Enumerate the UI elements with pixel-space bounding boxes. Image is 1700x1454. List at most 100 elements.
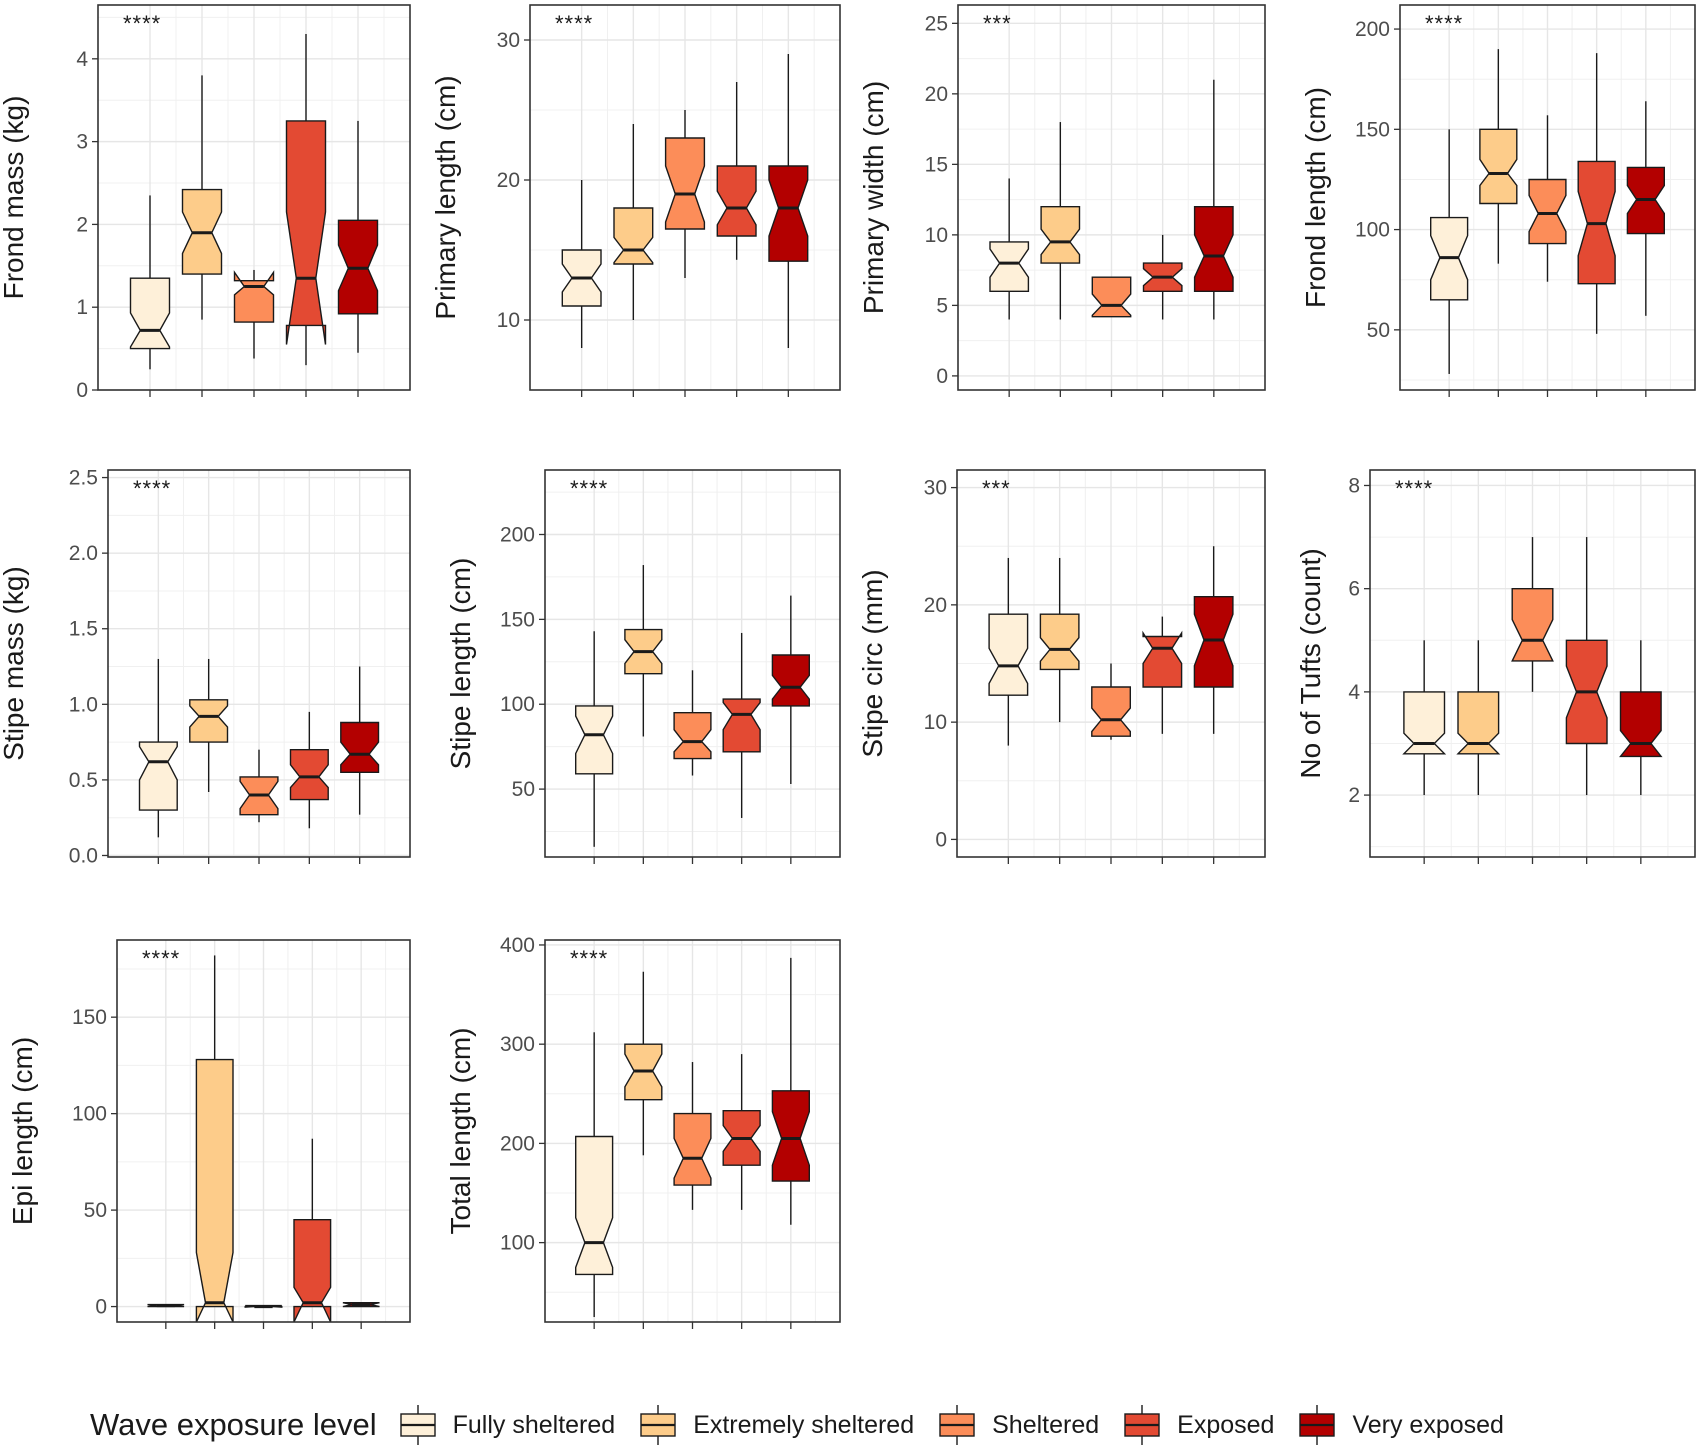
chart-svg: 0 10 20 30 Stipe circ (mm) *** (857, 469, 1266, 864)
y-tick-label: 2.5 (69, 467, 98, 490)
box-sheltered (233, 269, 275, 359)
y-axis-label: Frond length (cm) (1300, 87, 1331, 308)
box-fully-sheltered (138, 658, 178, 838)
box-body (673, 1112, 712, 1186)
panel-border (116, 939, 411, 1323)
y-tick-label: 30 (497, 29, 520, 52)
y-tick-label: 150 (72, 1006, 107, 1029)
legend-title: Wave exposure level (90, 1407, 377, 1442)
y-axis-label: Stipe circ (mm) (857, 569, 888, 757)
chart-svg: 0.0 0.5 1.0 1.5 2.0 2.5 Stipe mass (kg) **** (0, 467, 411, 867)
y-tick-label: 1 (76, 296, 88, 319)
box-body (285, 120, 327, 345)
box-body (771, 654, 810, 707)
legend-key-fully-sheltered (397, 1404, 439, 1446)
significance-label: *** (982, 476, 1011, 501)
chart-svg: 50 100 150 200 Stipe length (cm) **** (445, 469, 841, 864)
y-tick-label: 1.0 (69, 693, 98, 716)
panel-border (529, 4, 841, 391)
y-tick-label: 0 (935, 828, 947, 851)
y-tick-label: 30 (924, 477, 947, 500)
box-sheltered (673, 670, 712, 776)
panel-border (107, 469, 411, 858)
legend-label: Exposed (1177, 1410, 1275, 1439)
legend-item-exposed: Exposed (1121, 1404, 1274, 1446)
box-very-exposed (1626, 101, 1665, 316)
box-extremely-sheltered (624, 971, 663, 1156)
significance-label: **** (570, 476, 608, 501)
y-tick-label: 50 (512, 778, 535, 801)
legend-item-fully-sheltered: Fully sheltered (397, 1404, 615, 1446)
chart-svg: 2 4 6 8 No of Tufts (count) **** (1295, 469, 1696, 864)
box-very-exposed (342, 1302, 380, 1308)
significance-label: **** (555, 11, 593, 36)
box-fully-sheltered (989, 178, 1030, 320)
box-extremely-sheltered (1456, 640, 1501, 796)
legend-label: Very exposed (1352, 1410, 1504, 1439)
box-body (768, 165, 809, 262)
box-extremely-sheltered (195, 955, 234, 1323)
significance-label: **** (142, 946, 180, 971)
legend-item-sheltered: Sheltered (936, 1404, 1099, 1446)
y-tick-label: 2 (76, 213, 88, 236)
y-tick-label: 6 (1348, 578, 1360, 601)
panel-stipe-length: 50 100 150 200 Stipe length (cm) **** (440, 469, 845, 877)
box-sheltered (239, 749, 279, 823)
box-body (574, 1135, 614, 1276)
box-body (1091, 686, 1131, 737)
y-tick-label: 2 (1348, 784, 1360, 807)
box-body (1528, 178, 1567, 245)
legend-key-very-exposed (1296, 1404, 1338, 1446)
box-body (1039, 613, 1080, 671)
legend-key-svg (939, 1405, 975, 1445)
y-axis-label: Stipe mass (kg) (0, 566, 29, 761)
box-sheltered (673, 1062, 712, 1210)
box-exposed (1142, 234, 1183, 320)
box-fully-sheltered (574, 1032, 614, 1318)
chart-svg: 50 100 150 200 Frond length (cm) **** (1300, 4, 1696, 397)
box-body (613, 207, 654, 265)
legend-key-svg (399, 1405, 436, 1445)
y-axis-label: Frond mass (kg) (0, 96, 29, 300)
panel-epi-length: 0 50 100 150 Epi length (cm) **** (7, 939, 415, 1342)
significance-label: **** (133, 476, 171, 501)
box-exposed (722, 1054, 761, 1210)
y-tick-label: 200 (500, 1132, 535, 1155)
y-tick-label: 400 (500, 934, 535, 957)
box-body (574, 705, 614, 775)
y-tick-label: 8 (1348, 474, 1360, 497)
box-extremely-sheltered (1479, 49, 1518, 264)
y-tick-label: 150 (1355, 118, 1390, 141)
box-very-exposed (1193, 546, 1234, 734)
box-body (988, 613, 1029, 696)
box-exposed (1577, 53, 1616, 334)
y-tick-label: 0.0 (69, 844, 98, 867)
y-tick-label: 4 (76, 48, 88, 71)
box-sheltered (1528, 115, 1567, 282)
y-tick-label: 300 (500, 1033, 535, 1056)
significance-label: **** (123, 11, 161, 36)
box-body (138, 741, 178, 811)
box-fully-sheltered (129, 195, 171, 370)
box-fully-sheltered (561, 180, 602, 348)
panel-stipe-circ: 0 10 20 30 Stipe circ (mm) *** (852, 469, 1270, 877)
box-body (1091, 276, 1132, 318)
significance-label: **** (570, 946, 608, 971)
box-body (340, 721, 380, 773)
y-tick-label: 200 (500, 524, 535, 547)
legend-key-svg (1299, 1405, 1336, 1445)
panel-frond-length: 50 100 150 200 Frond length (cm) **** (1295, 4, 1700, 410)
box-exposed (293, 1138, 332, 1323)
box-sheltered (664, 110, 706, 278)
y-tick-label: 100 (500, 1232, 535, 1255)
box-very-exposed (771, 957, 810, 1225)
box-body (289, 749, 329, 801)
y-tick-label: 2.0 (69, 542, 98, 565)
y-axis-label: Epi length (cm) (7, 1037, 38, 1225)
y-tick-label: 0 (76, 379, 88, 402)
box-exposed (1142, 616, 1183, 734)
significance-label: *** (983, 11, 1012, 36)
y-axis-label: Primary width (cm) (858, 81, 889, 314)
panel-total-length: 100 200 300 400 Total length (cm) **** (440, 934, 845, 1342)
